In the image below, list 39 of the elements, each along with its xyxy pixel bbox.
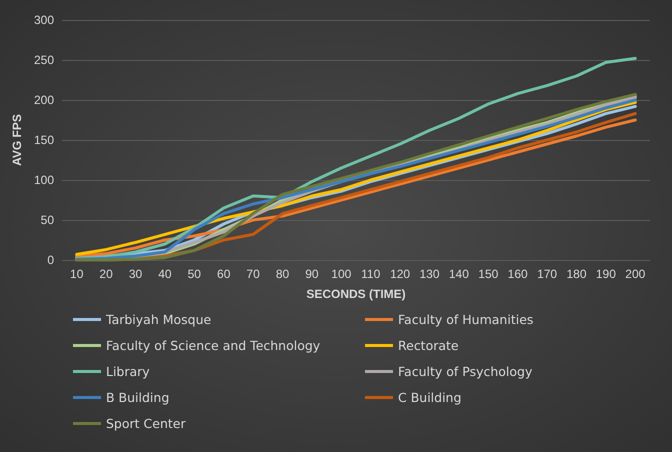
- x-tick-label: 180: [566, 267, 587, 281]
- y-tick-label: 250: [34, 53, 54, 67]
- y-axis-title: AVG FPS: [10, 114, 24, 166]
- x-tick-label: 60: [217, 267, 231, 281]
- x-tick-label: 100: [331, 267, 352, 281]
- x-tick-label: 120: [390, 267, 410, 281]
- y-tick-label: 150: [34, 133, 54, 147]
- legend-label: Faculty of Psychology: [398, 364, 533, 379]
- legend-label: Rectorate: [398, 338, 459, 353]
- x-tick-label: 30: [128, 267, 142, 281]
- y-tick-label: 300: [34, 13, 54, 27]
- line-series: [75, 56, 637, 260]
- y-tick-label: 200: [34, 93, 54, 107]
- legend-label: Faculty of Science and Technology: [106, 338, 321, 353]
- legend-label: Library: [106, 364, 150, 379]
- x-tick-label: 40: [158, 267, 172, 281]
- y-tick-label: 100: [34, 173, 54, 187]
- legend-label: C Building: [398, 390, 462, 405]
- x-tick-label: 110: [361, 267, 381, 281]
- legend-label: Sport Center: [106, 416, 186, 431]
- y-tick-label: 0: [47, 253, 54, 267]
- x-tick-label: 20: [99, 267, 114, 281]
- legend-label: B Building: [106, 390, 170, 405]
- x-tick-label: 160: [508, 267, 528, 281]
- legend-label: Tarbiyah Mosque: [105, 312, 212, 327]
- x-tick-label: 170: [537, 267, 558, 281]
- x-tick-label: 70: [246, 267, 260, 281]
- x-tick-label: 130: [419, 267, 440, 281]
- x-tick-label: 50: [188, 267, 202, 281]
- x-tick-label: 80: [276, 267, 290, 281]
- x-tick-label: 200: [625, 267, 646, 281]
- x-tick-label: 190: [596, 267, 616, 281]
- x-tick-label: 140: [448, 267, 470, 281]
- x-tick-label: 10: [70, 267, 84, 281]
- x-tick-label: 150: [478, 267, 499, 281]
- y-tick-label: 50: [40, 213, 54, 227]
- x-axis-title: SECONDS (TIME): [306, 287, 406, 301]
- x-tick-label: 90: [305, 267, 319, 281]
- legend-label: Faculty of Humanities: [398, 312, 534, 327]
